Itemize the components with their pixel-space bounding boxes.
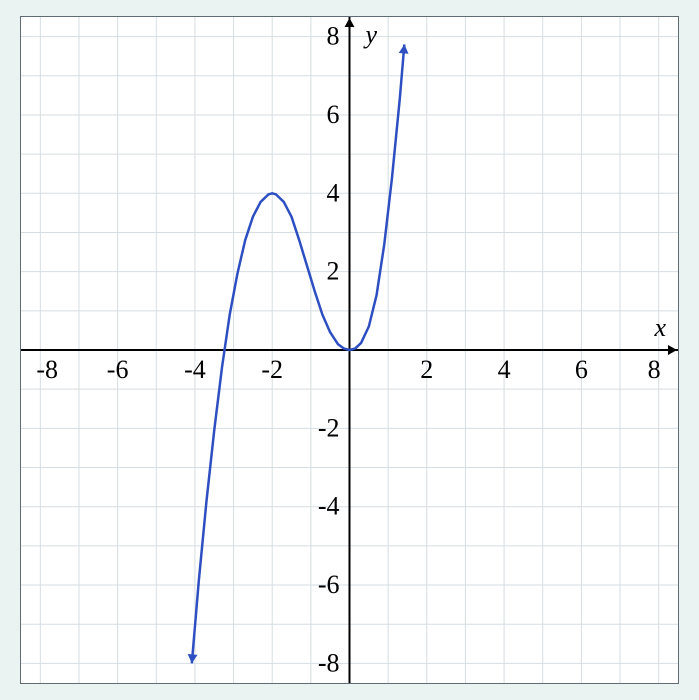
y-tick-label: 2: [327, 257, 340, 286]
y-tick-label: -4: [318, 492, 340, 521]
x-tick-label: 2: [420, 355, 433, 384]
x-tick-label: -6: [107, 355, 129, 384]
x-tick-label: 8: [648, 355, 661, 384]
y-tick-label: -8: [318, 648, 340, 677]
y-tick-label: 4: [327, 178, 340, 207]
chart-svg: -8 -6 -4 -2 2 4 6 8 -8 -6 -4 -2 2 4 6 8 x y: [21, 17, 678, 683]
x-tick-label: -4: [184, 355, 206, 384]
y-tick-label: 8: [327, 22, 340, 51]
function-curve: [192, 44, 405, 663]
x-tick-label: 6: [575, 355, 588, 384]
chart-container: { "chart": { "type": "line", "outer_size…: [0, 0, 699, 700]
y-axis-label: y: [363, 20, 378, 49]
plot-area: -8 -6 -4 -2 2 4 6 8 -8 -6 -4 -2 2 4 6 8 x y: [20, 16, 679, 684]
x-axis-label: x: [653, 313, 666, 342]
x-tick-label: 4: [498, 355, 511, 384]
y-tick-label: -6: [318, 570, 340, 599]
x-tick-label: -2: [261, 355, 283, 384]
y-tick-label: -2: [318, 413, 340, 442]
y-tick-label: 6: [327, 100, 340, 129]
x-tick-label: -8: [36, 355, 58, 384]
